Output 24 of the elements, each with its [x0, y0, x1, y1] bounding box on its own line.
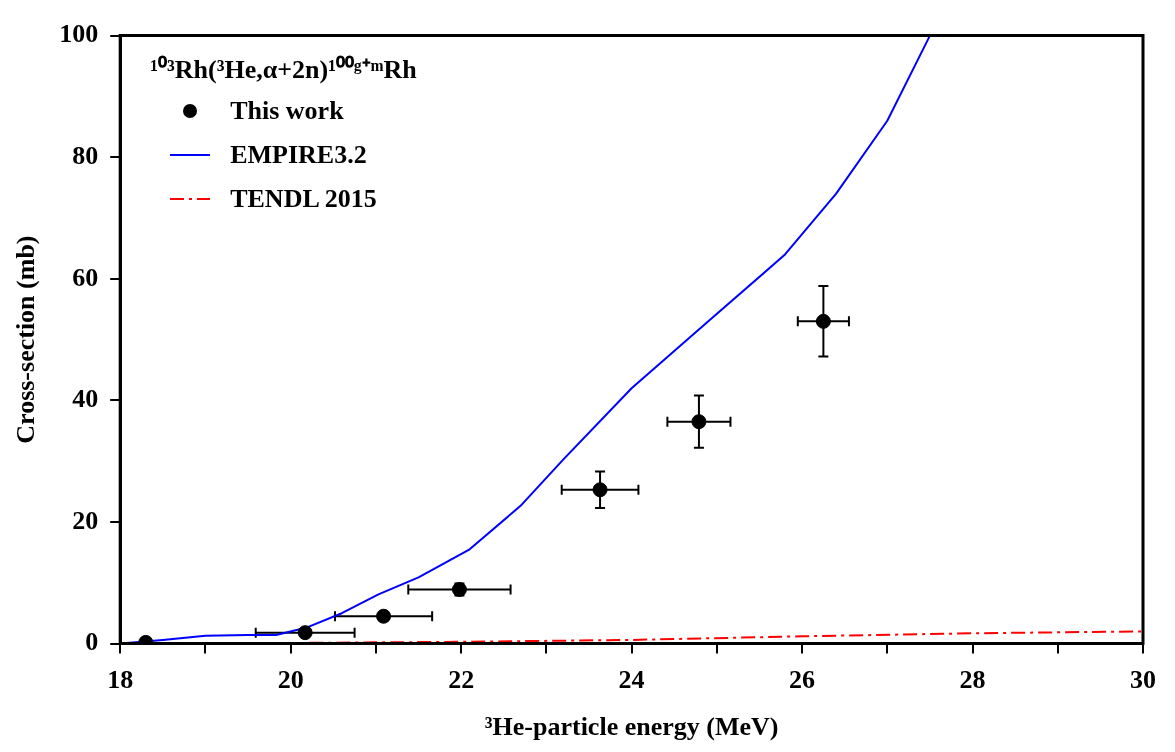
point — [297, 625, 313, 641]
x-tick-label: 20 — [277, 664, 304, 694]
text: ¹⁰³Rh(³He,α+2n)¹⁰⁰ᵍ⁺ᵐRh — [150, 53, 417, 86]
y-axis-title: Cross-section (mb) — [11, 235, 41, 444]
legend-label: EMPIRE3.2 — [230, 139, 367, 170]
x-tick-label: 24 — [618, 664, 645, 694]
x-tick-label: 30 — [1130, 664, 1156, 694]
point — [592, 482, 608, 498]
x-tick-label: 28 — [959, 664, 986, 694]
x-tick-label: 22 — [448, 664, 475, 694]
point — [815, 313, 831, 329]
x-tick-label: 26 — [789, 664, 816, 694]
legend-label: This work — [230, 95, 344, 126]
point — [691, 414, 707, 430]
y-tick-label: 80 — [72, 140, 99, 170]
x-tick-label: 18 — [107, 664, 134, 694]
legend-label: TENDL 2015 — [230, 183, 377, 214]
y-tick-label: 20 — [72, 505, 99, 535]
y-tick-label: 40 — [72, 384, 99, 414]
point — [376, 608, 392, 624]
y-tick-label: 0 — [85, 627, 99, 657]
y-tick-label: 100 — [59, 19, 99, 49]
x-axis-title: ³He-particle energy (MeV) — [484, 712, 779, 742]
y-tick-label: 60 — [72, 262, 99, 292]
